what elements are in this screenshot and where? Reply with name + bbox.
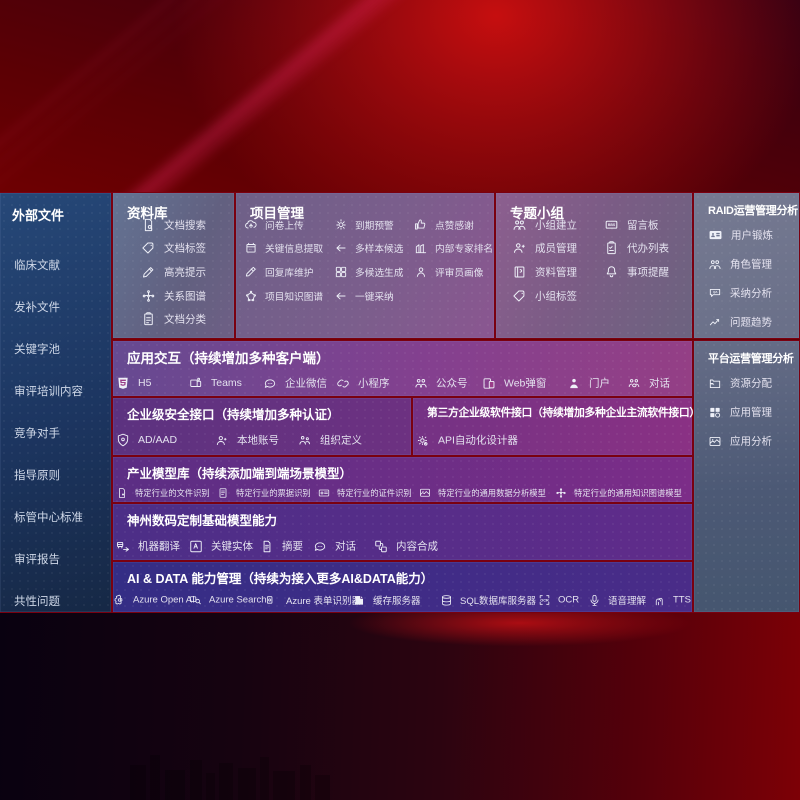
svg-text:QA: QA	[713, 289, 718, 293]
svg-text:BBS: BBS	[608, 222, 616, 226]
svg-text:OCR: OCR	[540, 598, 549, 602]
